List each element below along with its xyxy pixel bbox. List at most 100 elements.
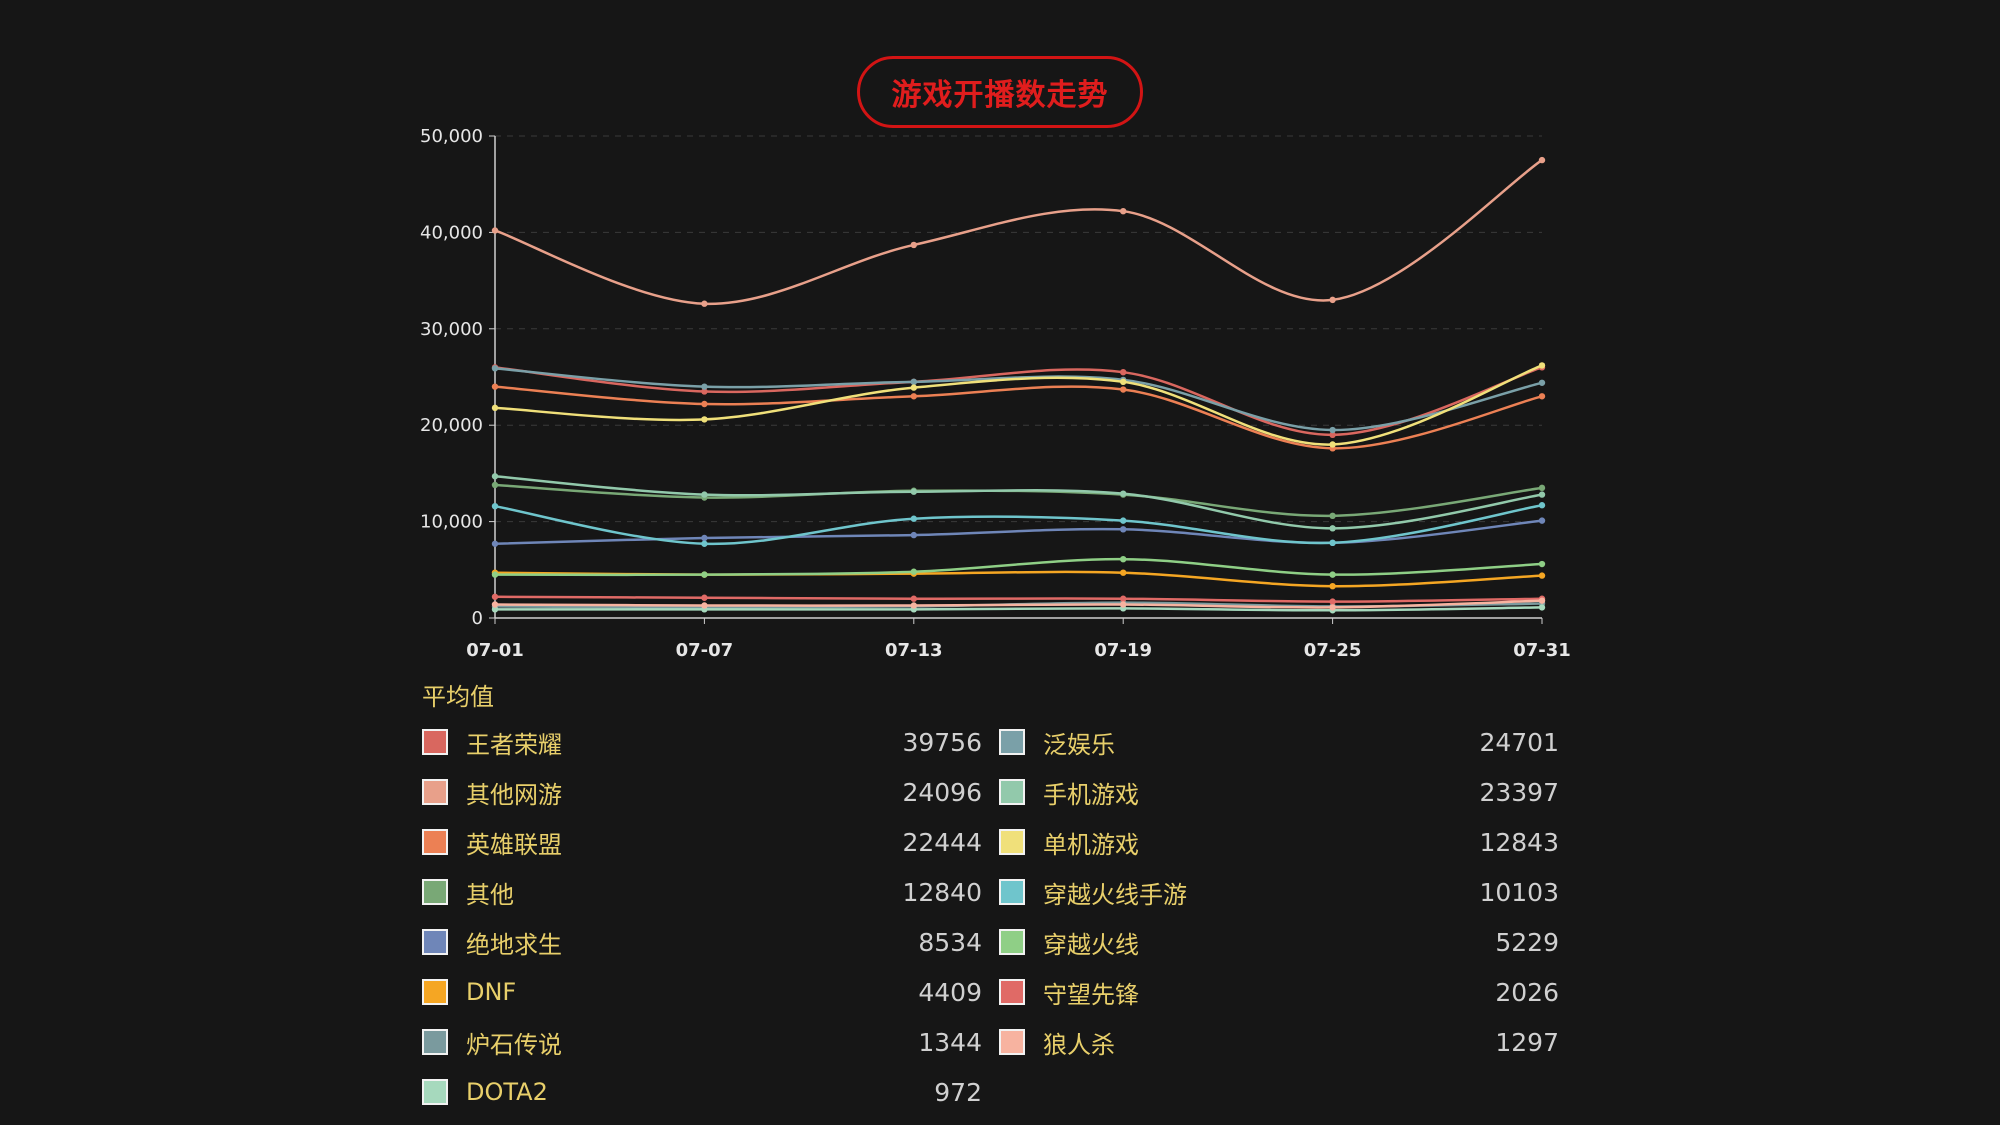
legend-name: 其他	[466, 880, 514, 909]
line-chart: 0 10,000 20,000 30,000 40,000 50,000 07-01 07-0…	[420, 126, 1571, 661]
series-point	[1329, 431, 1336, 439]
legend-swatch	[999, 779, 1025, 805]
series-point	[701, 594, 708, 601]
series-point	[1329, 582, 1336, 590]
chart-title: 游戏开播数走势	[857, 56, 1143, 128]
series-line	[494, 557, 1543, 577]
legend-name: 穿越火线手游	[1043, 880, 1187, 909]
legend-value: 972	[934, 1077, 982, 1107]
legend-value: 12840	[902, 877, 982, 907]
series-point	[910, 515, 917, 522]
legend-value: 4409	[918, 977, 982, 1007]
series-point	[1329, 598, 1336, 605]
series-point	[1329, 512, 1336, 520]
x-tick-label: 07-01	[466, 640, 524, 661]
series-point	[1120, 595, 1127, 602]
series-point	[1120, 207, 1127, 215]
series-point	[910, 595, 917, 602]
legend-swatch	[999, 729, 1025, 755]
series-line	[494, 385, 1543, 450]
series-point	[491, 404, 499, 412]
legend-value: 10103	[1479, 877, 1559, 907]
legend-value: 39756	[902, 727, 982, 757]
legend-swatch	[999, 929, 1025, 955]
legend-swatch	[422, 929, 448, 955]
series-point	[910, 568, 917, 575]
series-point	[491, 227, 499, 234]
x-tick-label: 07-13	[885, 640, 943, 661]
x-tick-label: 07-07	[676, 640, 734, 661]
series-point	[491, 606, 499, 613]
legend-name: 穿越火线	[1043, 930, 1139, 959]
series-point	[1120, 378, 1127, 386]
legend-swatch	[999, 879, 1025, 905]
series-point	[1538, 491, 1546, 498]
series-line	[494, 366, 1543, 437]
series-point	[491, 502, 499, 510]
series-point	[1538, 156, 1546, 164]
series-point	[910, 393, 917, 400]
series-point	[1329, 604, 1336, 611]
series-point	[701, 602, 708, 609]
series-point	[910, 531, 917, 539]
legend-item: DOTA2 972	[422, 1072, 982, 1112]
series-line	[494, 475, 1543, 530]
series-point	[1120, 517, 1127, 524]
legend-item: 守望先锋 2026	[999, 972, 1559, 1012]
legend-name: 狼人杀	[1043, 1030, 1115, 1059]
series-point	[1329, 426, 1336, 434]
series-point	[1120, 490, 1127, 497]
x-tick-label: 07-31	[1513, 640, 1571, 661]
legend-swatch	[422, 1079, 448, 1105]
series-line	[494, 599, 1543, 609]
series-point	[1538, 604, 1546, 611]
series-line	[494, 364, 1543, 446]
legend-value: 8534	[918, 927, 982, 957]
series-point	[1538, 572, 1546, 579]
legend-value: 22444	[902, 827, 982, 857]
legend-swatch	[422, 829, 448, 855]
y-tick-label: 20,000	[420, 415, 483, 436]
series-point	[491, 383, 499, 390]
series-point	[1538, 597, 1546, 604]
series-point	[701, 491, 708, 498]
legend-item: 手机游戏 23397	[999, 772, 1559, 812]
series-line	[495, 606, 1543, 612]
legend-value: 12843	[1479, 827, 1559, 857]
series-point	[1120, 555, 1127, 563]
legend-value: 24096	[902, 777, 982, 807]
series-point	[1120, 526, 1127, 533]
series-point	[910, 241, 917, 249]
series-point	[910, 488, 917, 495]
y-tick-label: 0	[472, 608, 483, 629]
series-point	[1329, 525, 1336, 532]
legend-item: DNF 4409	[422, 972, 982, 1012]
series-point	[491, 481, 499, 489]
legend-item: 王者荣耀 39756	[422, 722, 982, 762]
series-point	[491, 365, 499, 372]
legend-swatch	[422, 979, 448, 1005]
legend-name: 绝地求生	[466, 930, 562, 959]
legend-value: 1297	[1495, 1027, 1559, 1057]
series-point	[1120, 601, 1127, 608]
series-point	[491, 571, 499, 578]
legend-item: 狼人杀 1297	[999, 1022, 1559, 1062]
series-point	[701, 383, 708, 390]
legend-name: 单机游戏	[1043, 830, 1139, 859]
legend-item: 其他网游 24096	[422, 772, 982, 812]
averages-legend: 王者荣耀 39756 泛娱乐 24701 其他网游 24096 手机游戏 23397 英雄联盟 2…	[422, 722, 1562, 1122]
series-point	[1538, 502, 1546, 509]
x-tick-label: 07-19	[1094, 640, 1152, 661]
series-line	[494, 159, 1543, 305]
series-point	[1538, 517, 1546, 524]
series-point	[491, 601, 499, 608]
series-point	[1538, 379, 1546, 386]
series-line	[494, 503, 1543, 546]
legend-swatch	[999, 829, 1025, 855]
series-point	[1329, 571, 1336, 578]
series-point	[1329, 539, 1336, 547]
y-tick-label: 50,000	[420, 126, 483, 147]
legend-name: DNF	[466, 978, 517, 1006]
legend-name: 守望先锋	[1043, 980, 1139, 1009]
series-point	[1120, 386, 1127, 393]
